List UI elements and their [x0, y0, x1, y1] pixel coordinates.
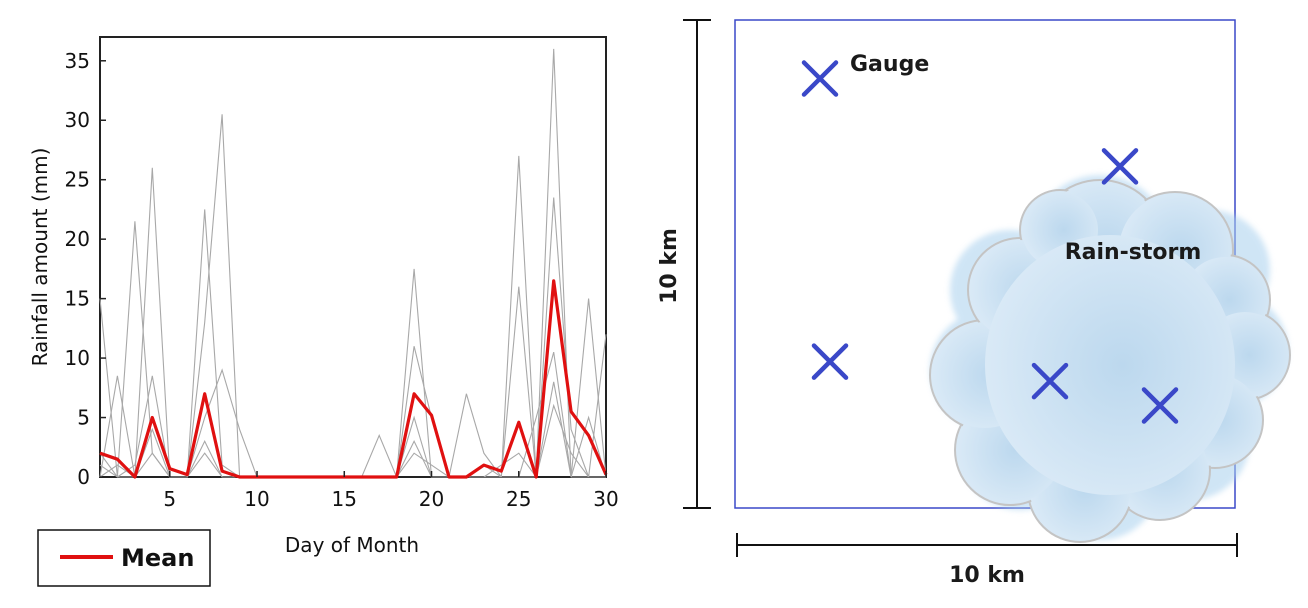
- rain-storm-label: Rain-storm: [1065, 240, 1202, 265]
- x-axis-label: Day of Month: [285, 533, 419, 557]
- x-tick-label: 15: [332, 487, 357, 511]
- vertical-scale-bar: 10 km: [657, 19, 711, 509]
- y-axis-label: Rainfall amount (mm): [28, 148, 52, 367]
- x-tick-label: 30: [593, 487, 618, 511]
- horizontal-scale-label: 10 km: [949, 563, 1025, 588]
- gauge-marker-4: [1031, 362, 1069, 400]
- x-tick-label: 20: [419, 487, 444, 511]
- y-tick-label: 0: [77, 465, 90, 489]
- y-tick-label: 25: [65, 168, 90, 192]
- y-axis-ticks: 0 5 10 15 20 25 30 35: [65, 49, 106, 489]
- gauge-diagram: 10 km 10 km: [657, 19, 1291, 588]
- gauge-label: Gauge: [850, 52, 929, 77]
- y-tick-label: 35: [65, 49, 90, 73]
- gauge-markers: [801, 60, 1179, 424]
- legend-mean-label: Mean: [121, 544, 194, 572]
- vertical-scale-label: 10 km: [657, 228, 682, 304]
- gauge-marker-3: [811, 343, 849, 380]
- mean-series-line: [99, 279, 608, 479]
- y-tick-label: 30: [65, 108, 90, 132]
- horizontal-scale-bar: 10 km: [736, 533, 1238, 588]
- rain-storm-cloud: Rain-storm: [929, 175, 1291, 543]
- legend: Mean: [37, 529, 211, 587]
- gauge-marker-1: [801, 60, 839, 97]
- gauge-marker-5: [1141, 387, 1179, 424]
- y-tick-label: 15: [65, 287, 90, 311]
- x-tick-label: 5: [163, 487, 176, 511]
- mean-series-group: [99, 279, 608, 479]
- plot-area: [99, 36, 607, 478]
- y-tick-label: 5: [77, 406, 90, 430]
- y-tick-label: 10: [65, 346, 90, 370]
- x-axis-ticks: 5 10 15 20 25 30: [163, 471, 619, 511]
- gauge-marker-2: [1101, 148, 1139, 185]
- x-tick-label: 25: [506, 487, 531, 511]
- x-tick-label: 10: [244, 487, 269, 511]
- y-tick-label: 20: [65, 227, 90, 251]
